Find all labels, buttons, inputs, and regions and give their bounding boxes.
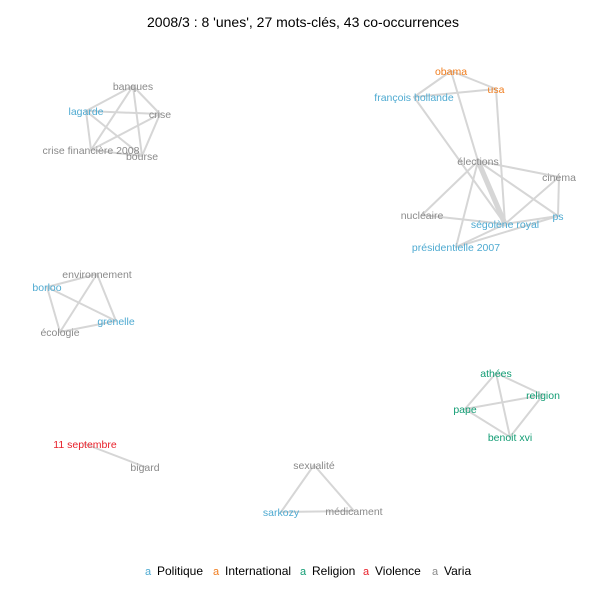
node-label-benoit: benoit xvi	[488, 432, 532, 444]
edge-athees-religion	[495, 372, 544, 396]
legend-item-varia: a Varia	[432, 564, 472, 578]
edge-athees-benoit	[495, 372, 511, 438]
node-label-sarkozy: sarkozy	[263, 507, 300, 519]
edge-elections-cinema	[477, 160, 560, 178]
legend-item-politique: a Politique	[145, 564, 203, 578]
legend-key: a	[145, 566, 152, 578]
node-label-bourse: bourse	[126, 151, 158, 163]
node-label-nucleaire: nucléaire	[401, 210, 444, 222]
legend-key: a	[300, 566, 307, 578]
node-label-hollande: françois hollande	[374, 92, 454, 104]
edge-cinema-ps	[557, 176, 560, 217]
edge-obama-elections	[450, 70, 479, 162]
edge-hollande-royal	[413, 96, 506, 225]
edge-royal-pres2007	[455, 223, 506, 248]
node-label-royal: ségolène royal	[471, 219, 539, 231]
node-label-lagarde: lagarde	[68, 106, 103, 118]
edge-elections-royal	[475, 158, 508, 227]
node-label-pape: pape	[453, 404, 477, 416]
legend-label: Varia	[444, 564, 471, 578]
edge-obama-hollande	[413, 70, 452, 98]
edge-banques-bourse	[132, 85, 143, 157]
edge-crise2008-bourse	[90, 149, 143, 157]
edge-banques-crise	[132, 85, 161, 115]
node-label-cinema: cinéma	[542, 172, 576, 184]
edge-crise-crise2008	[90, 113, 161, 151]
edge-elections-ps	[477, 160, 559, 217]
edges-layer	[46, 70, 560, 513]
node-label-borloo: borloo	[32, 282, 61, 294]
edge-elections-nucleaire	[421, 160, 479, 216]
node-label-religion: religion	[526, 390, 560, 402]
edge-grenelle-ecologie	[59, 320, 117, 333]
node-label-crise: crise	[149, 109, 171, 121]
node-label-obama: obama	[435, 66, 467, 78]
edge-religion-benoit	[509, 394, 544, 438]
legend-key: a	[213, 566, 220, 578]
node-label-crise2008: crise financière 2008	[43, 145, 140, 157]
legend-key: a	[363, 566, 370, 578]
edge-sexualite-medicament	[313, 464, 355, 512]
edge-borloo-ecologie	[46, 286, 61, 333]
edge-environnement-borloo	[46, 273, 98, 288]
legend-key: a	[432, 566, 439, 578]
edge-banques-lagarde	[85, 85, 134, 112]
legend-label: Religion	[312, 564, 355, 578]
edge-lagarde-crise2008	[85, 110, 92, 151]
nodes-layer: banques lagarde crise crise financière 2008…	[32, 66, 576, 519]
legend-label: Politique	[157, 564, 203, 578]
edge-obama-usa	[450, 70, 497, 90]
edge-banques-crise2008	[90, 85, 134, 151]
graph-title: 2008/3 : 8 'unes', 27 mots-clés, 43 co-o…	[147, 14, 459, 30]
edge-environnement-grenelle	[96, 273, 117, 322]
node-label-athees: athées	[480, 368, 512, 380]
edge-borloo-grenelle	[46, 286, 117, 322]
edge-nucleaire-royal	[421, 214, 506, 225]
edge-religion-pape	[464, 394, 544, 410]
node-label-elections: élections	[457, 156, 498, 168]
legend-label: International	[225, 564, 291, 578]
edge-royal-ps	[504, 215, 559, 225]
node-label-banques: banques	[113, 81, 153, 93]
node-label-ecologie: écologie	[40, 327, 79, 339]
edge-pres2007-ps	[455, 215, 559, 248]
edge-lagarde-bourse	[85, 110, 143, 157]
node-label-grenelle: grenelle	[97, 316, 135, 328]
node-label-environnement: environnement	[62, 269, 132, 281]
node-label-usa: usa	[488, 84, 505, 96]
node-label-sexualite: sexualité	[293, 460, 335, 472]
edge-crise-bourse	[141, 113, 161, 157]
node-label-medicament: médicament	[325, 506, 382, 518]
legend: a Politique a International a Religion a Violen…	[145, 564, 472, 578]
edge-lagarde-crise	[85, 110, 161, 115]
edge-sept11-bigard	[84, 443, 146, 468]
legend-item-religion: a Religion	[300, 564, 355, 578]
node-label-ps: ps	[552, 211, 563, 223]
legend-label: Violence	[375, 564, 421, 578]
legend-item-international: a International	[213, 564, 291, 578]
edge-usa-royal	[495, 88, 506, 225]
node-label-sept11: 11 septembre	[53, 439, 117, 451]
edge-hollande-usa	[413, 88, 497, 98]
edge-cinema-royal	[504, 176, 560, 225]
edge-pape-benoit	[464, 408, 511, 438]
edge-athees-pape	[464, 372, 497, 410]
node-label-bigard: bigard	[130, 462, 159, 474]
edge-sexualite-sarkozy	[280, 464, 315, 513]
node-label-pres2007: présidentielle 2007	[412, 242, 500, 254]
legend-item-violence: a Violence	[363, 564, 421, 578]
edge-sarkozy-medicament	[280, 510, 355, 513]
edge-elections-pres2007	[455, 160, 479, 248]
